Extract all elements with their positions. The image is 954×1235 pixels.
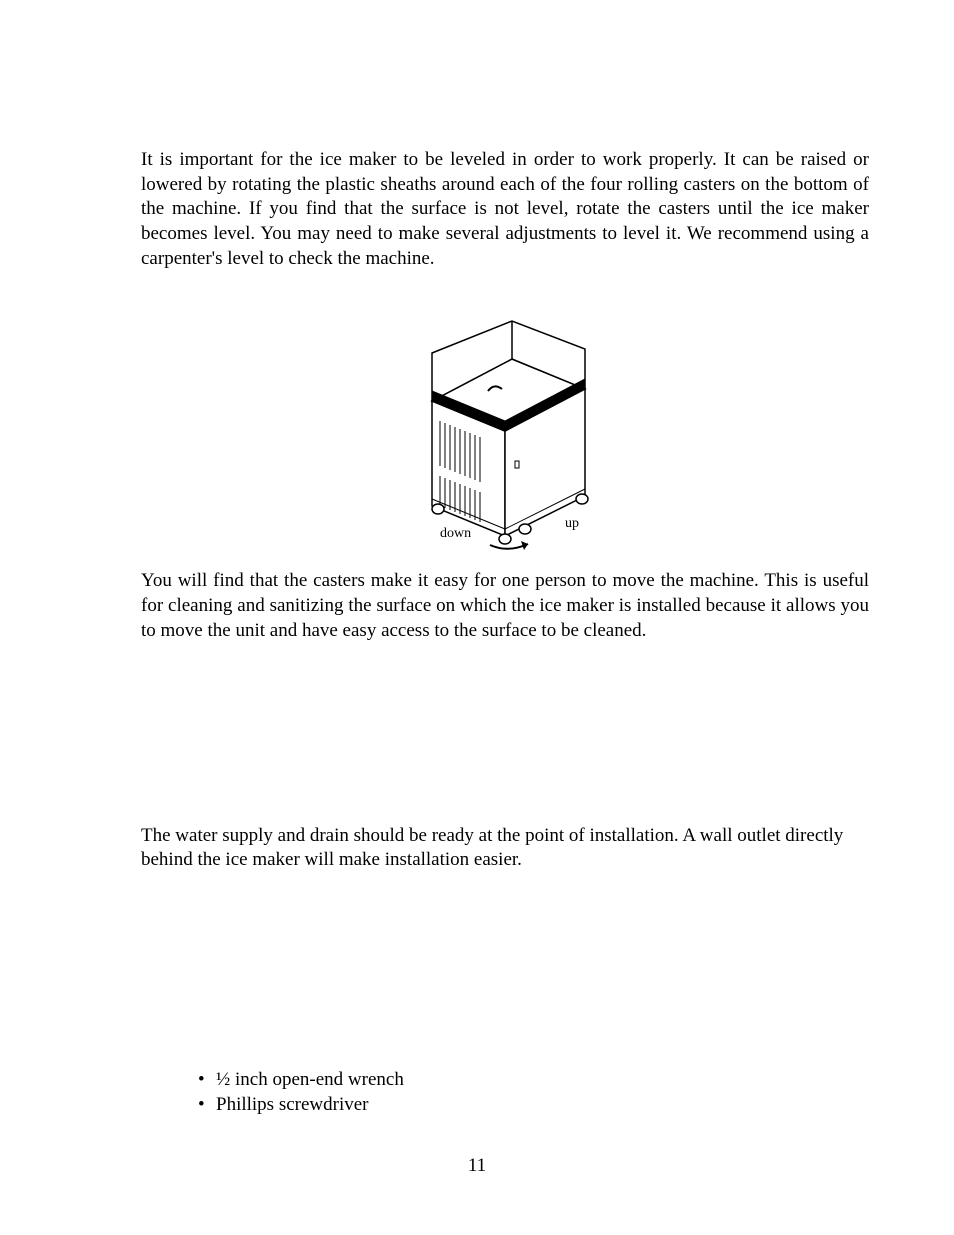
page-content: It is important for the ice maker to be … — [0, 0, 954, 1117]
list-item: Phillips screwdriver — [198, 1093, 869, 1118]
figure-label-up: up — [565, 516, 579, 532]
tools-list: ½ inch open-end wrench Phillips screwdri… — [141, 1068, 869, 1117]
paragraph-leveling: It is important for the ice maker to be … — [141, 148, 869, 271]
figure-label-down: down — [440, 526, 471, 542]
page-number: 11 — [0, 1155, 954, 1177]
ice-maker-diagram: down up — [390, 291, 620, 551]
list-item: ½ inch open-end wrench — [198, 1068, 869, 1093]
paragraph-casters: You will find that the casters make it e… — [141, 569, 869, 643]
ice-maker-svg — [390, 291, 620, 551]
paragraph-water-supply: The water supply and drain should be rea… — [141, 824, 869, 873]
figure-container: down up — [141, 291, 869, 551]
